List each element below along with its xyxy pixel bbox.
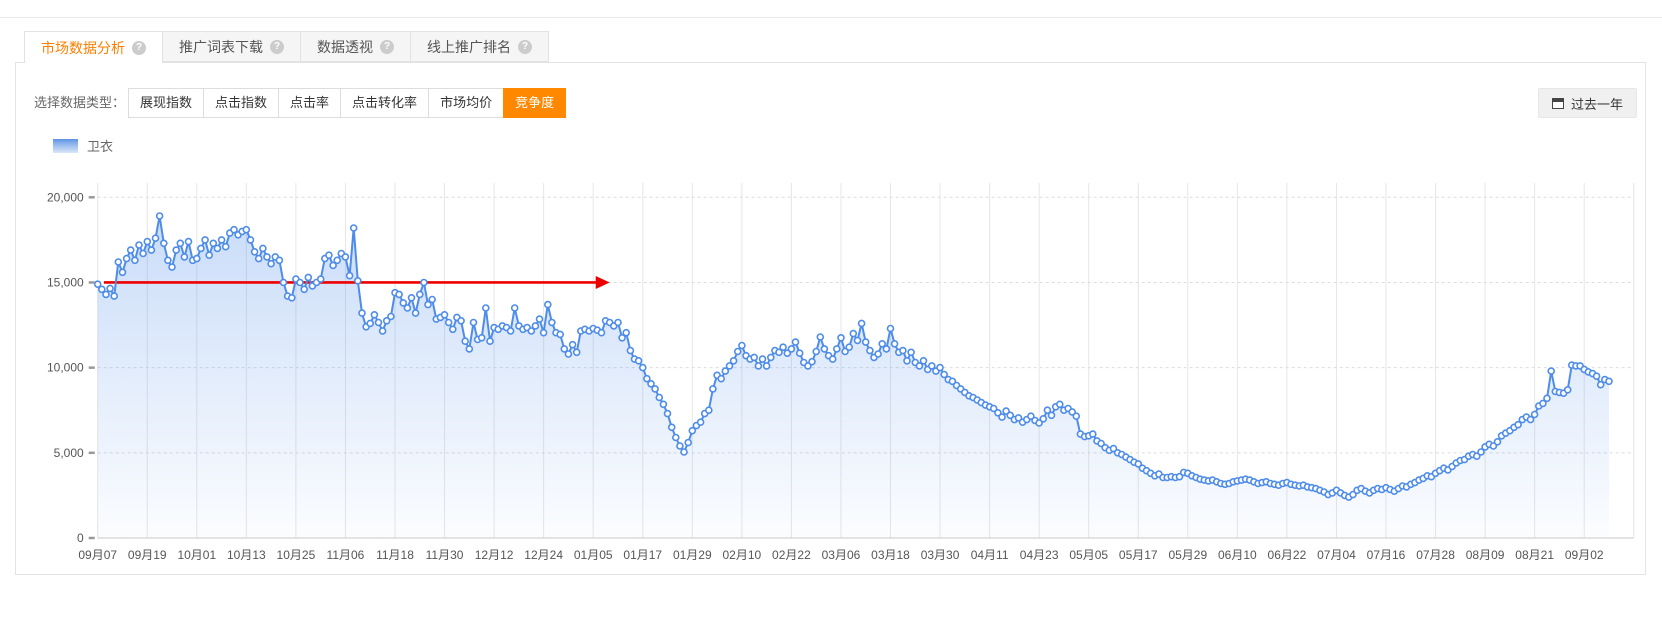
type-button-ctr[interactable]: 点击率 [278, 88, 342, 118]
svg-text:11月06: 11月06 [327, 548, 365, 562]
svg-text:12月24: 12月24 [524, 548, 563, 562]
calendar-icon [1551, 97, 1564, 109]
top-divider [0, 17, 1662, 18]
svg-text:07月04: 07月04 [1317, 548, 1356, 562]
svg-text:06月22: 06月22 [1268, 548, 1307, 562]
help-icon[interactable]: ? [380, 39, 394, 54]
svg-text:5,000: 5,000 [54, 446, 84, 460]
svg-text:01月29: 01月29 [673, 548, 712, 562]
x-axis-labels: 09月07 09月19 10月01 10月13 10月25 11月06 11月18 11月30… [78, 548, 1604, 562]
svg-text:10月01: 10月01 [177, 548, 216, 562]
legend-swatch [53, 138, 78, 153]
help-icon[interactable]: ? [518, 39, 532, 54]
svg-text:08月09: 08月09 [1466, 548, 1505, 562]
data-type-label: 选择数据类型： [34, 95, 126, 110]
svg-text:15,000: 15,000 [47, 275, 84, 289]
svg-text:05月05: 05月05 [1069, 548, 1108, 562]
svg-text:01月05: 01月05 [574, 548, 613, 562]
svg-text:02月10: 02月10 [722, 548, 761, 562]
help-icon[interactable]: ? [132, 40, 146, 55]
tab-bar: 市场数据分析 ? 推广词表下载 ? 数据透视 ? 线上推广排名 ? [24, 31, 549, 63]
svg-text:04月11: 04月11 [971, 548, 1009, 562]
legend-label: 卫衣 [87, 139, 114, 154]
tab-label: 线上推广排名 [427, 38, 511, 55]
svg-text:09月02: 09月02 [1565, 548, 1604, 562]
tab-label: 推广词表下载 [179, 38, 263, 55]
svg-text:06月10: 06月10 [1218, 548, 1257, 562]
tab-label: 数据透视 [317, 38, 373, 55]
tab-label: 市场数据分析 [41, 39, 125, 56]
svg-text:03月30: 03月30 [921, 548, 960, 562]
tab-market-data-analysis[interactable]: 市场数据分析 ? [24, 31, 163, 63]
chart-panel: 选择数据类型： 展现指数 点击指数 点击率 点击转化率 市场均价 竞争度 过去一… [15, 62, 1646, 575]
legend-item-hoodie[interactable]: 卫衣 [53, 136, 113, 155]
tab-promo-wordlist-download[interactable]: 推广词表下载 ? [163, 31, 301, 62]
svg-text:10,000: 10,000 [47, 361, 84, 375]
svg-text:20,000: 20,000 [47, 190, 84, 204]
svg-text:10月25: 10月25 [277, 548, 316, 562]
type-button-conversion-rate[interactable]: 点击转化率 [340, 88, 430, 118]
y-axis-labels: 0 5,000 10,000 15,000 20,000 [47, 190, 95, 545]
svg-text:03月06: 03月06 [822, 548, 861, 562]
svg-text:07月28: 07月28 [1416, 548, 1455, 562]
svg-text:01月17: 01月17 [623, 548, 662, 562]
svg-text:03月18: 03月18 [871, 548, 910, 562]
type-button-competition[interactable]: 竞争度 [503, 88, 567, 118]
type-button-market-avg-price[interactable]: 市场均价 [428, 88, 505, 118]
svg-text:02月22: 02月22 [772, 548, 811, 562]
svg-text:05月17: 05月17 [1119, 548, 1158, 562]
tab-data-perspective[interactable]: 数据透视 ? [301, 31, 411, 62]
svg-text:09月19: 09月19 [128, 548, 167, 562]
svg-text:12月12: 12月12 [475, 548, 514, 562]
svg-text:0: 0 [77, 531, 84, 545]
series-points [93, 212, 1613, 501]
svg-text:05月29: 05月29 [1168, 548, 1207, 562]
date-range-button[interactable]: 过去一年 [1537, 88, 1637, 118]
help-icon[interactable]: ? [270, 39, 284, 54]
annotation-arrow [103, 275, 610, 289]
svg-text:08月21: 08月21 [1515, 548, 1554, 562]
svg-text:09月07: 09月07 [78, 548, 117, 562]
date-range-label: 过去一年 [1570, 96, 1623, 112]
svg-text:10月13: 10月13 [227, 548, 266, 562]
tab-online-promo-ranking[interactable]: 线上推广排名 ? [411, 31, 549, 62]
series-area-fill [97, 216, 1610, 538]
svg-text:04月23: 04月23 [1020, 548, 1059, 562]
svg-text:11月18: 11月18 [376, 548, 414, 562]
svg-text:07月16: 07月16 [1367, 548, 1406, 562]
competition-trend-chart: 0 5,000 10,000 15,000 20,000 09月07 09月19 10月01 1… [47, 183, 1635, 562]
svg-text:11月30: 11月30 [426, 548, 464, 562]
data-type-button-group: 展现指数 点击指数 点击率 点击转化率 市场均价 竞争度 [128, 88, 567, 118]
